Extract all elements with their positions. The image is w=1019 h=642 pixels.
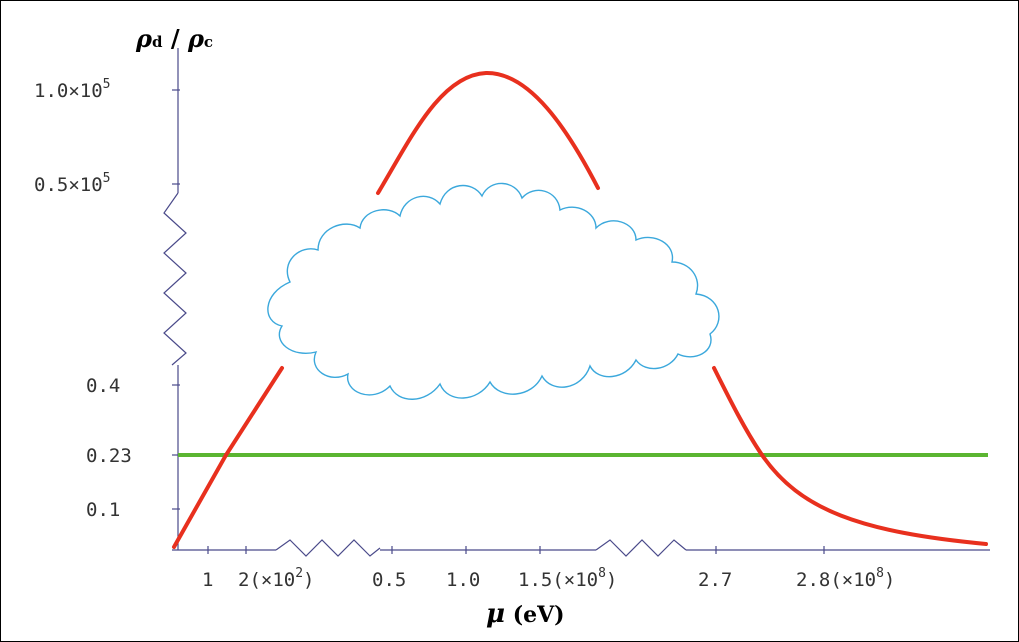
y-tick-label: 0.4 <box>86 375 120 397</box>
x-tick-label: 2.8(×108) <box>796 566 895 591</box>
x-axis-label: μ (eV) <box>486 599 565 629</box>
y-tick-label: 0.5×105 <box>34 171 110 196</box>
axes <box>163 48 990 557</box>
cloud-shape <box>267 182 720 400</box>
x-tick-label: 2(×102) <box>238 566 314 591</box>
x-tick-label: 0.5 <box>372 569 406 591</box>
x-ticks <box>207 546 825 554</box>
x-tick-label: 1 <box>202 569 213 591</box>
series-curve <box>172 70 988 549</box>
y-axis-break <box>163 192 187 366</box>
x-tick-label: 1.0 <box>446 569 480 591</box>
x-tick-label: 1.5(×108) <box>518 566 617 591</box>
curve-segment-peak <box>376 70 600 195</box>
curve-segment-right <box>712 366 988 546</box>
y-axis-label: ρd / ρc <box>135 24 213 53</box>
y-ticks <box>172 89 180 510</box>
cloud-annotation <box>267 182 720 400</box>
y-tick-label: 0.1 <box>86 499 120 521</box>
y-tick-label: 0.23 <box>86 445 132 467</box>
curve-segment-left <box>172 366 284 549</box>
x-axis-break1 <box>275 539 381 557</box>
x-tick-label: 2.7 <box>698 569 732 591</box>
x-axis-break2 <box>595 539 687 557</box>
y-tick-label: 1.0×105 <box>34 77 110 102</box>
